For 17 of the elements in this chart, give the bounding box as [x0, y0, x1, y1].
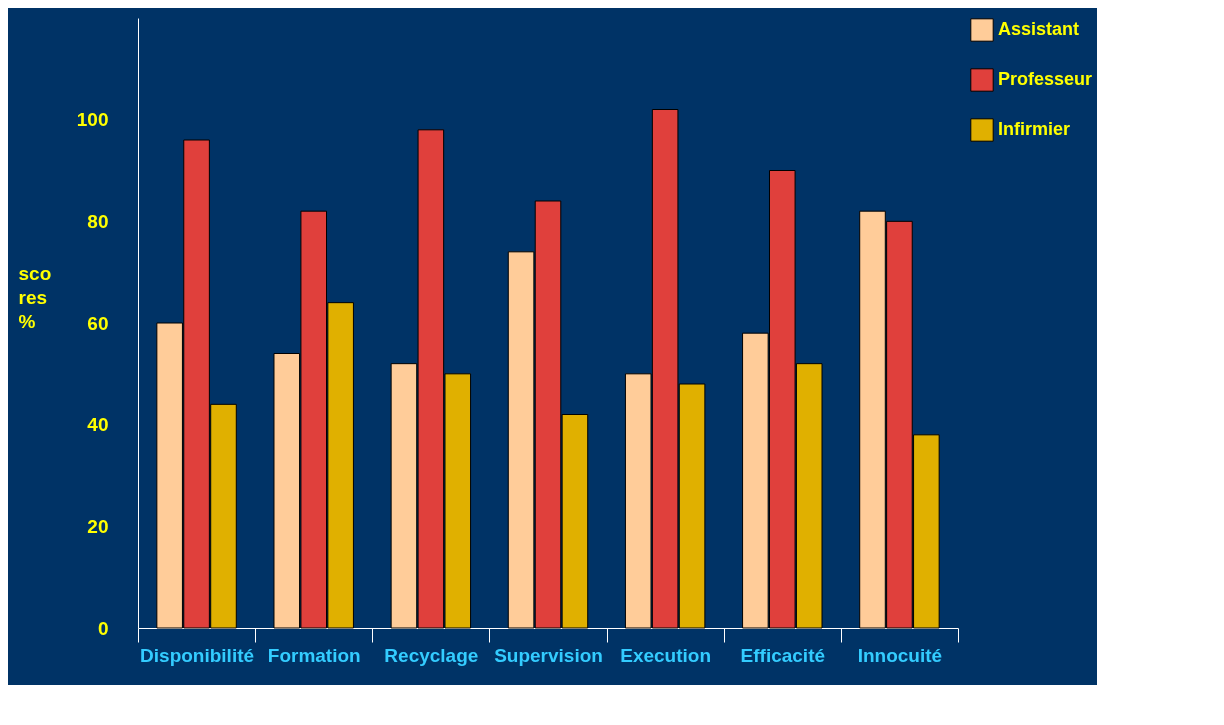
y-axis-title: sco res %: [18, 262, 52, 332]
y-tick-label: 100: [76, 109, 109, 131]
x-tick-label: Disponibilité: [140, 644, 255, 666]
y-tick-label: 60: [87, 312, 109, 334]
x-tick-label: Recyclage: [384, 644, 479, 666]
x-tick-label: Efficacité: [740, 644, 826, 666]
y-tick-label: 0: [97, 617, 109, 639]
x-tick-label: Formation: [267, 644, 361, 666]
legend-label: Professeur: [998, 69, 1093, 89]
legend-label: Assistant: [998, 19, 1080, 39]
y-tick-label: 40: [87, 414, 109, 436]
x-tick-label: Supervision: [494, 644, 603, 666]
x-tick-label: Innocuité: [857, 644, 943, 666]
y-tick-label: 20: [87, 515, 109, 537]
legend-label: Infirmier: [998, 119, 1071, 139]
y-tick-label: 80: [87, 210, 109, 232]
x-tick-label: Execution: [620, 644, 712, 666]
